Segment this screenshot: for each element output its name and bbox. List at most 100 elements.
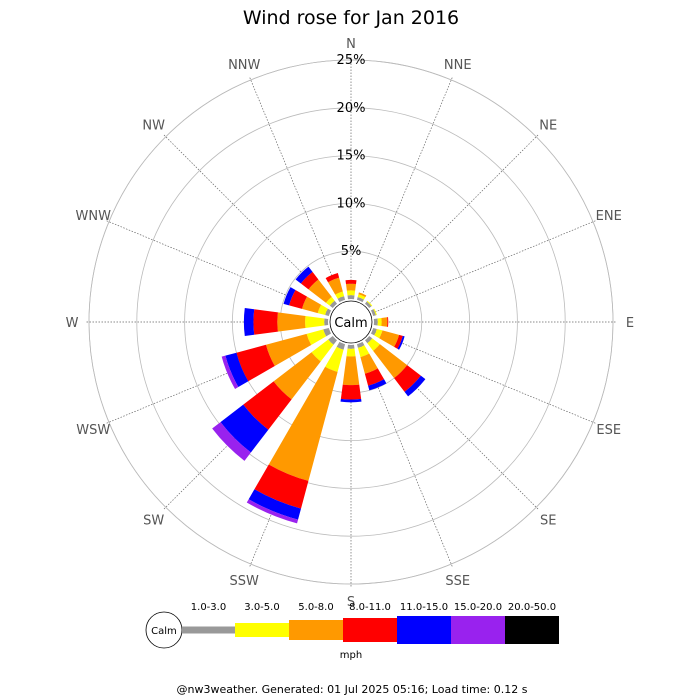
wedge-s-bin-1 [346,348,356,357]
direction-label-ssw: SSW [230,574,260,589]
legend-swatch-0 [182,626,235,634]
wedge-n-bin-1 [346,290,356,296]
legend-bin-label: 5.0-8.0 [298,602,333,613]
wedge-nne-bin-1 [357,294,366,300]
legend-bin-label: 20.0-50.0 [508,602,556,613]
spoke-nnw [248,76,343,301]
wedge-wsw-bin-3 [236,344,275,382]
legend-bin-label: 15.0-20.0 [454,602,502,613]
wedge-s-bin-2 [342,356,360,386]
wedge-ssw-bin-4 [248,489,302,520]
wedge-nnw-bin-2 [328,277,343,295]
legend-bin-label: 3.0-5.0 [244,602,279,613]
radial-tick-label: 5% [341,244,362,259]
direction-label-sse: SSE [445,574,470,589]
wedge-ssw-bin-2 [268,366,338,481]
direction-label-nnw: NNW [228,58,260,73]
wedge-se-bin-1 [367,338,380,351]
wedge-sw-bin-1 [311,339,334,362]
wedge-wnw-bin-2 [302,296,322,314]
wedge-n-bin-2 [346,283,356,291]
direction-label-sw: SW [143,513,164,528]
radial-tick-label: 10% [337,196,366,211]
calm-label: Calm [334,316,367,331]
direction-label-ene: ENE [596,209,622,224]
legend-bin-label: 8.0-11.0 [349,602,391,613]
legend-swatch-6 [505,616,559,644]
wedge-ssw-bin-5 [246,499,299,524]
wedge-s-bin-3 [340,384,362,400]
radial-tick-label: 25% [337,53,366,68]
spoke-ene [372,219,597,314]
radial-tick-label: 15% [337,149,366,164]
wedge-nne-bin-2 [358,292,367,298]
grid-ring [231,202,470,441]
calm-circle [329,300,373,344]
wedge-ese-bin-3 [394,334,403,349]
wedge-nw-bin-2 [308,279,332,303]
wedge-e-bin-2 [381,317,388,327]
wedge-e-bin-0 [373,318,378,326]
direction-label-e: E [626,316,634,331]
wedge-wsw-bin-0 [323,327,332,337]
wedge-nw-bin-1 [325,296,335,306]
direction-label-w: W [66,316,79,331]
wedge-nw-bin-4 [295,266,313,284]
wedge-sw-bin-3 [243,381,292,430]
wedge-ssw-bin-3 [254,464,309,509]
wedge-ssw-bin-1 [325,346,344,372]
wedge-se-bin-0 [365,336,373,344]
wedge-e-bin-3 [387,317,389,327]
legend-units: mph [340,650,362,661]
wedge-ene-bin-0 [370,309,376,317]
wedge-wsw-bin-2 [265,333,312,367]
grid-ring [136,107,566,537]
legend-bin-label: 1.0-3.0 [191,602,226,613]
wedge-wsw-bin-5 [221,355,239,389]
wedge-n-bin-0 [347,295,355,300]
wedge-ese-bin-2 [379,330,400,347]
wedge-sse-bin-4 [368,379,387,391]
wedge-w-bin-2 [277,312,306,332]
wedge-se-bin-4 [404,375,426,397]
wedge-e-bin-1 [377,317,382,327]
wedge-w-bin-3 [253,309,278,335]
direction-label-se: SE [540,513,556,528]
wedge-ese-bin-1 [374,328,383,339]
wedge-ne-bin-0 [365,301,372,308]
wedge-nnw-bin-1 [335,291,345,299]
wedge-wnw-bin-1 [317,304,328,316]
footer-credit: @nw3weather. Generated: 01 Jul 2025 05:1… [177,683,528,696]
wedge-sw-bin-4 [220,404,269,453]
wedge-w-bin-4 [243,308,255,336]
calm-indicator: Calm [329,300,373,344]
legend-bin-label: 11.0-15.0 [400,602,448,613]
wedge-wnw-bin-0 [325,308,332,317]
direction-label-wsw: WSW [76,423,110,438]
wedge-w-bin-0 [324,318,329,326]
wedge-nnw-bin-0 [337,296,346,303]
wedge-ssw-bin-0 [336,341,346,350]
direction-label-s: S [347,595,355,610]
wedge-sw-bin-2 [273,352,321,400]
spoke-ese [372,330,597,425]
direction-wedges [212,266,426,524]
wedge-wnw-bin-4 [283,287,296,306]
chart-title: Wind rose for Jan 2016 [243,7,459,29]
direction-label-ne: NE [539,119,557,134]
wedge-sse-bin-0 [356,341,365,348]
wedge-sse-bin-3 [364,368,385,386]
direction-label-nne: NNE [444,58,472,73]
direction-label-ese: ESE [596,423,621,438]
wedge-nnw-bin-3 [325,273,340,283]
wedge-sse-bin-1 [357,345,370,358]
radial-tick-label: 20% [337,101,366,116]
wedge-wsw-bin-4 [225,352,249,388]
legend-swatch-5 [451,616,505,644]
direction-label-n: N [346,37,356,52]
wedge-se-bin-3 [394,365,421,392]
legend-swatch-1 [235,623,289,637]
direction-label-nw: NW [142,119,165,134]
direction-label-wnw: WNW [76,209,112,224]
